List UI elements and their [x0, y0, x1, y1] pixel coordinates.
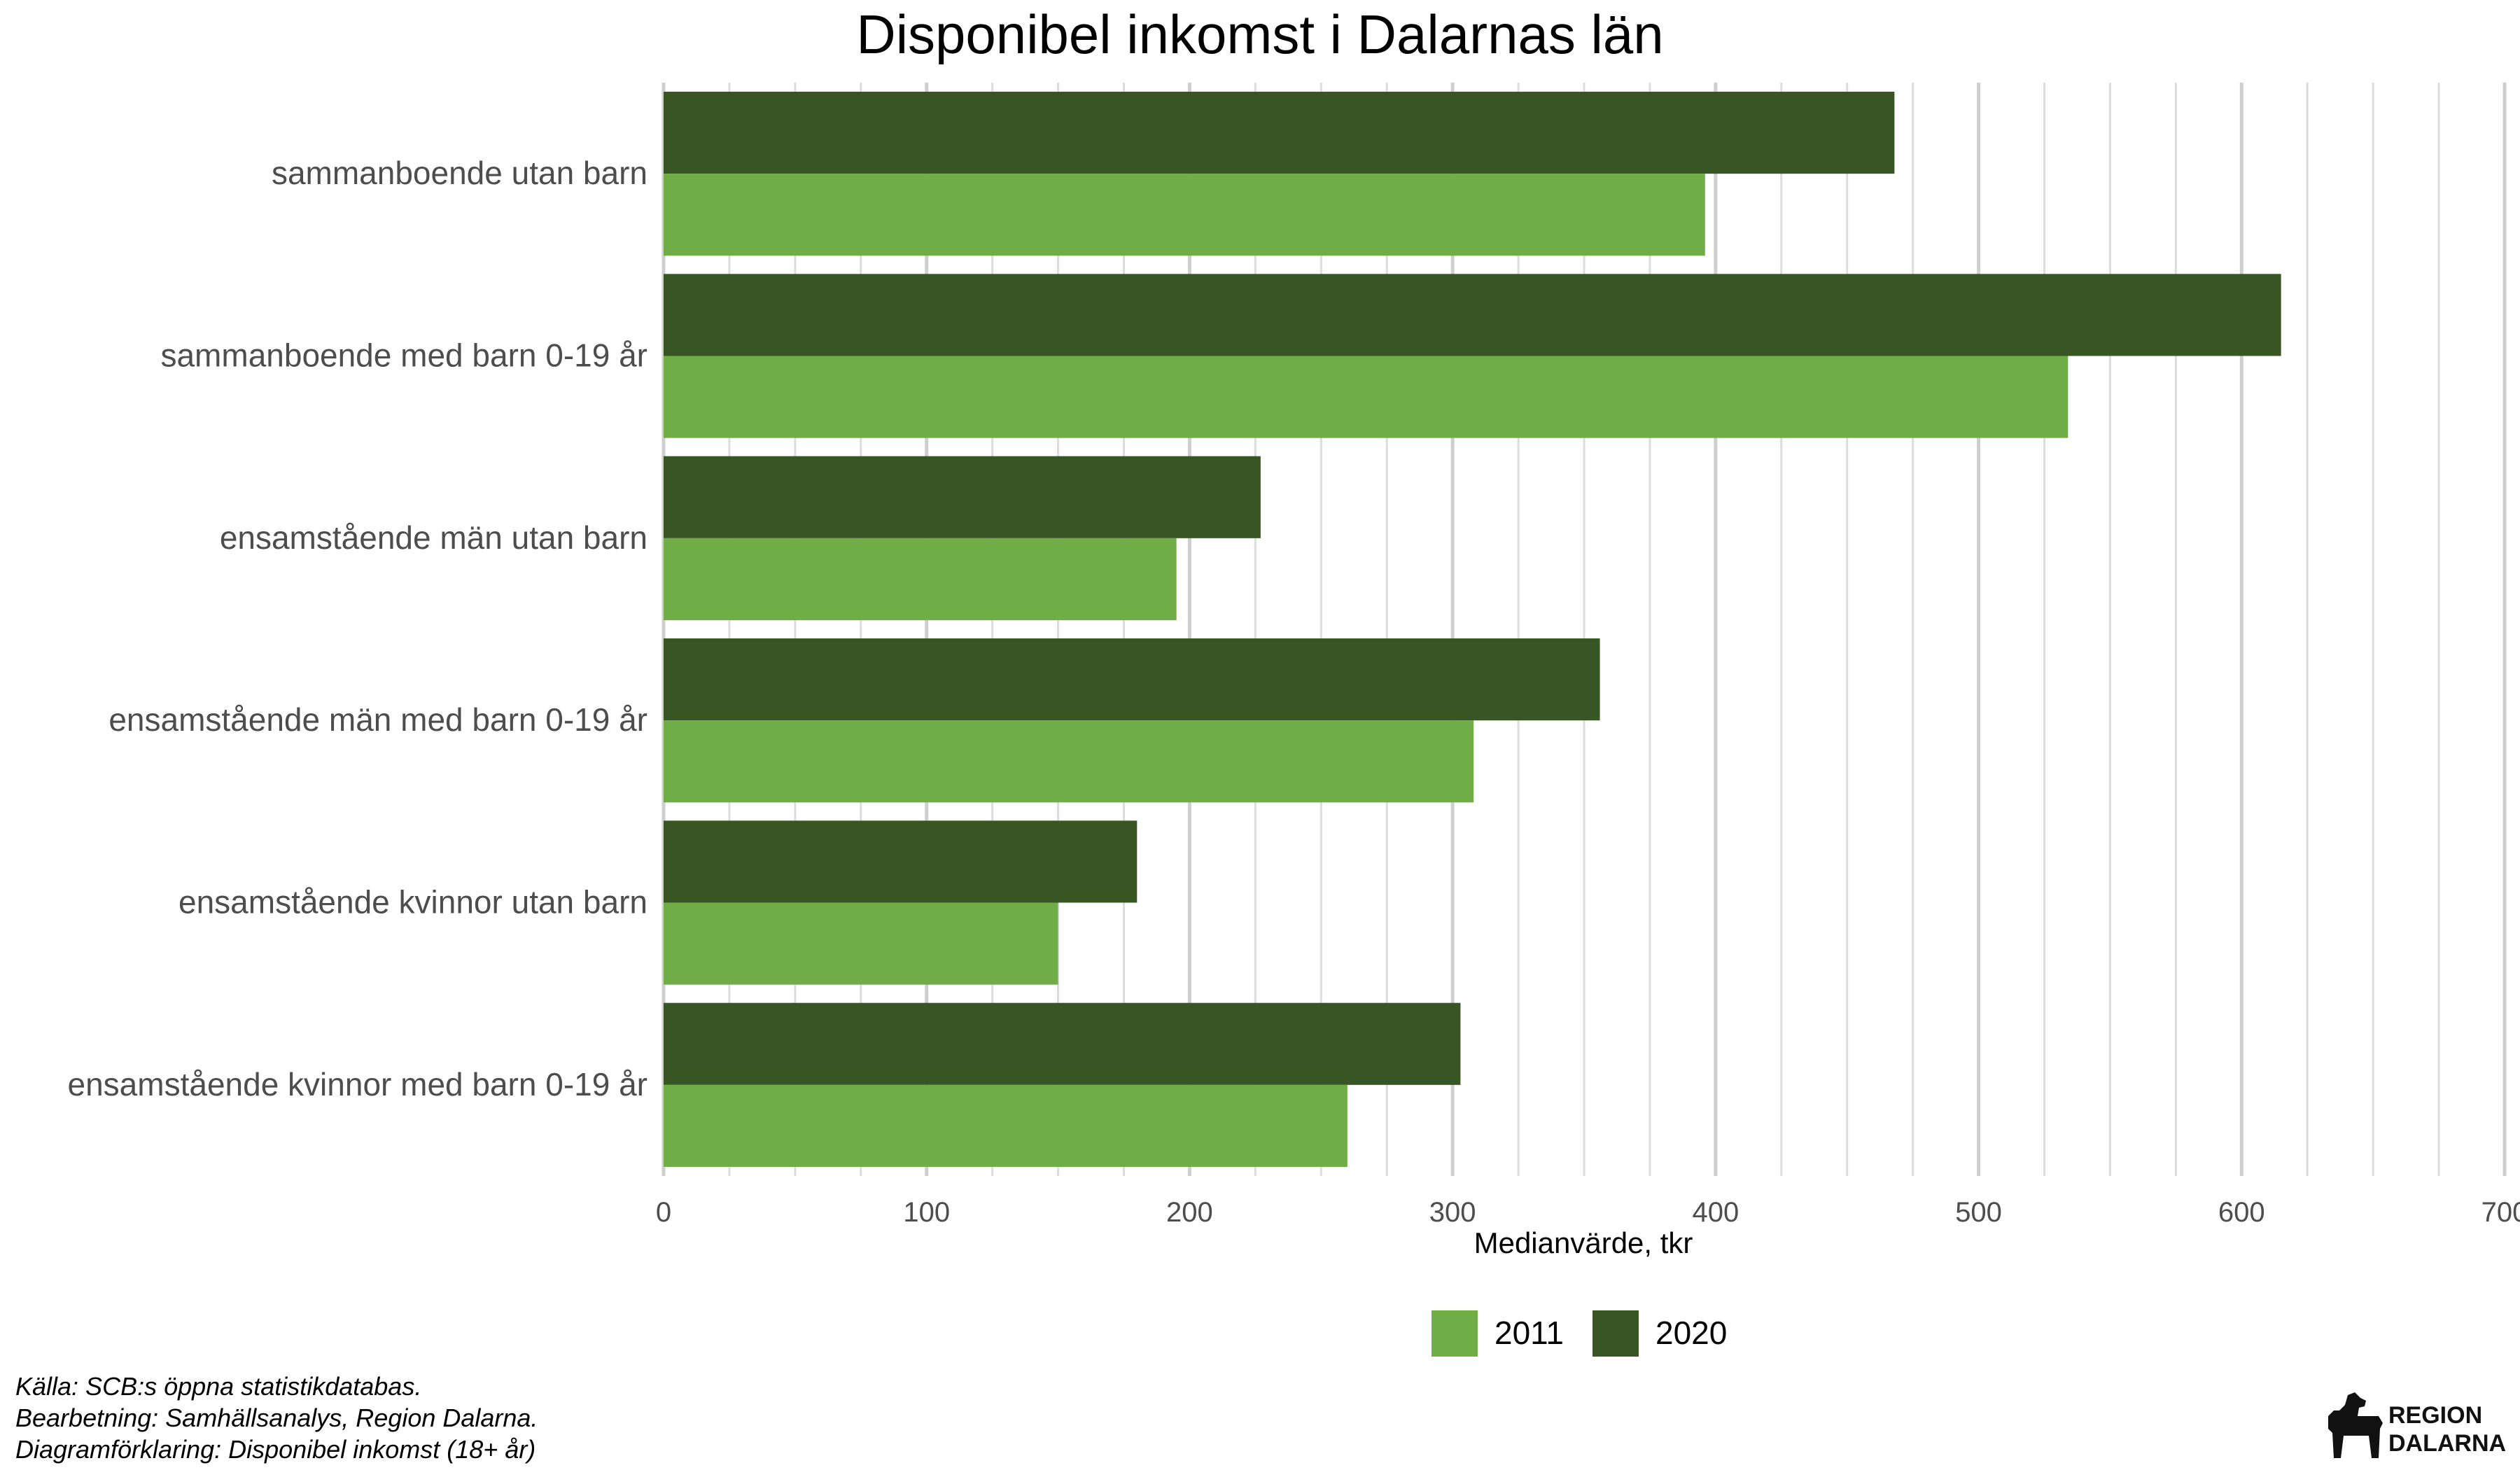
bar-2011	[664, 902, 1058, 985]
bar-2011	[664, 174, 1705, 256]
category-label: ensamstående män med barn 0-19 år	[108, 701, 648, 738]
legend-label-2011: 2011	[1494, 1315, 1564, 1351]
legend-swatch-2020	[1592, 1310, 1639, 1357]
legend-swatch-2011	[1432, 1310, 1478, 1357]
x-axis-title: Medianvärde, tkr	[1474, 1226, 1693, 1259]
x-tick-label: 0	[656, 1197, 671, 1228]
bar-2020	[664, 638, 1600, 721]
caption-explanation: Diagramförklaring: Disponibel inkomst (1…	[15, 1435, 536, 1464]
region-dalarna-logo: REGION DALARNA	[2328, 1392, 2506, 1458]
category-labels: sammanboende utan barn sammanboende med b…	[68, 155, 648, 1102]
legend: 2011 2020	[1432, 1310, 1727, 1357]
caption-source: Källa: SCB:s öppna statistikdatabas.	[15, 1372, 422, 1401]
bar-2020	[664, 1002, 1461, 1085]
bar-2011	[664, 538, 1177, 620]
x-tick-label: 500	[1955, 1197, 2002, 1228]
bar-2011	[664, 356, 2068, 438]
chart-title: Disponibel inkomst i Dalarnas län	[856, 4, 1663, 65]
logo-line-2: DALARNA	[2388, 1430, 2506, 1457]
bar-2011	[664, 1084, 1348, 1167]
x-tick-label: 100	[903, 1197, 950, 1228]
grid-lines	[662, 83, 2507, 1176]
x-tick-label: 700	[2482, 1197, 2520, 1228]
logo-line-1: REGION	[2388, 1402, 2482, 1429]
bar-2011	[664, 720, 1474, 803]
x-tick-label: 600	[2218, 1197, 2265, 1228]
category-label: sammanboende med barn 0-19 år	[160, 337, 648, 374]
bar-2020	[664, 274, 2281, 356]
bar-2020	[664, 820, 1138, 903]
bars	[664, 92, 2281, 1167]
x-tick-label: 400	[1692, 1197, 1739, 1228]
category-label: ensamstående män utan barn	[220, 519, 648, 556]
x-tick-label: 200	[1166, 1197, 1213, 1228]
x-tick-label: 300	[1429, 1197, 1476, 1228]
bar-2020	[664, 456, 1261, 538]
caption-processing: Bearbetning: Samhällsanalys, Region Dala…	[15, 1404, 538, 1432]
category-label: ensamstående kvinnor med barn 0-19 år	[68, 1066, 648, 1102]
x-axis-ticks: 0 100 200 300 400 500 600 700	[656, 1197, 2520, 1228]
category-label: sammanboende utan barn	[272, 155, 648, 191]
category-label: ensamstående kvinnor utan barn	[178, 884, 648, 920]
dala-horse-icon	[2328, 1392, 2383, 1458]
legend-label-2020: 2020	[1656, 1315, 1727, 1351]
bar-2020	[664, 92, 1895, 174]
caption: Källa: SCB:s öppna statistikdatabas. Bea…	[15, 1371, 538, 1465]
